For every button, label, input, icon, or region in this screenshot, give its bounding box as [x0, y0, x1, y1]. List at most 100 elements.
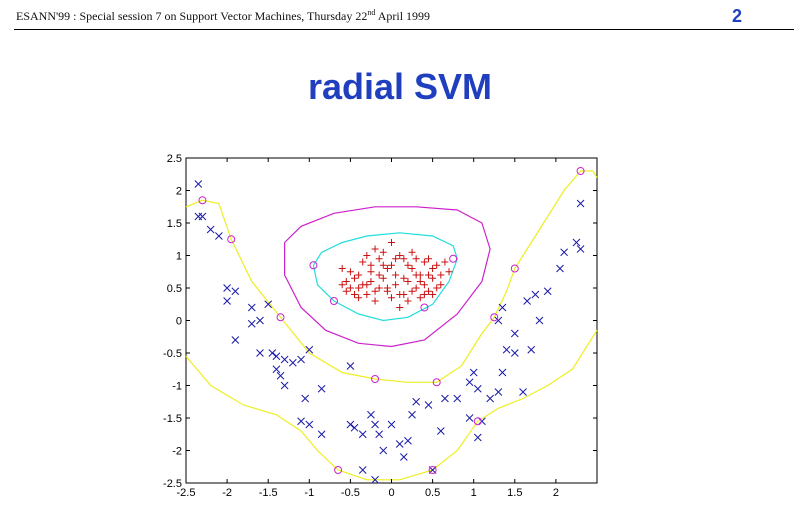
- y-tick-label: 2: [176, 186, 182, 198]
- plus-point: [433, 261, 441, 269]
- plus-point: [437, 271, 445, 279]
- cross-point: [367, 410, 375, 419]
- cross-point: [346, 420, 355, 429]
- page-title: radial SVM: [307, 66, 493, 107]
- plus-point: [420, 258, 428, 266]
- cross-point: [280, 355, 289, 364]
- plus-point: [375, 255, 383, 263]
- cross-point: [375, 430, 384, 439]
- cross-point: [297, 355, 305, 364]
- cross-point: [194, 180, 203, 188]
- plus-point: [388, 294, 395, 302]
- cross-point: [289, 358, 297, 367]
- cross-point: [556, 264, 564, 273]
- y-tick-label: -2: [172, 446, 182, 458]
- y-tick-label: -0.5: [163, 348, 182, 360]
- support-vector-circle: [449, 254, 458, 263]
- header-text-end: April 1999: [375, 9, 431, 23]
- plus-point: [367, 261, 375, 269]
- contour-inner: [312, 232, 458, 322]
- cross-point: [247, 303, 256, 312]
- cross-point: [576, 199, 585, 208]
- plus-point: [396, 304, 404, 311]
- plus-point: [346, 268, 354, 276]
- cross-point: [424, 401, 433, 409]
- cross-point: [498, 368, 507, 377]
- y-tick-label: 0: [176, 316, 182, 328]
- plus-point: [367, 268, 375, 276]
- cross-point: [198, 212, 207, 221]
- cross-point: [317, 430, 326, 439]
- plus-point: [338, 281, 346, 289]
- support-vector-circle: [510, 264, 519, 273]
- cross-point: [527, 345, 536, 354]
- cross-point: [206, 225, 215, 234]
- plus-point: [400, 255, 408, 263]
- plus-point: [429, 274, 437, 282]
- y-tick-label: 2.5: [167, 153, 182, 165]
- support-vector-circle: [227, 235, 236, 244]
- x-tick-label: 2: [553, 487, 559, 499]
- cross-point: [358, 466, 367, 474]
- y-tick-label: -1: [172, 381, 182, 393]
- y-tick-label: -1.5: [163, 413, 182, 425]
- cross-point: [453, 394, 462, 403]
- support-vector-circle: [576, 167, 585, 175]
- plus-point: [429, 265, 437, 272]
- cross-point: [256, 316, 264, 325]
- plus-point: [383, 287, 391, 295]
- cross-point: [494, 316, 503, 325]
- cross-point: [276, 371, 285, 380]
- plus-point: [338, 265, 346, 272]
- plus-point: [392, 271, 400, 279]
- cross-point: [223, 284, 231, 292]
- y-tick-label: 1.5: [167, 218, 182, 230]
- plus-point: [400, 291, 408, 298]
- cross-point: [531, 290, 540, 299]
- x-tick-label: 0.5: [425, 487, 440, 499]
- x-tick-label: -1.5: [259, 487, 278, 499]
- plus-point: [400, 274, 408, 282]
- x-tick-label: 0: [388, 487, 394, 499]
- plus-point: [363, 291, 371, 298]
- plus-point: [371, 297, 379, 305]
- support-vector-circle: [473, 417, 482, 426]
- plus-point: [412, 255, 420, 263]
- contour-lines: [185, 170, 598, 481]
- cross-point: [305, 420, 314, 429]
- cross-point: [478, 417, 486, 426]
- support-vector-circle: [371, 375, 380, 383]
- x-tick-label: 1.5: [507, 487, 522, 499]
- y-tick-label: 1: [176, 251, 182, 263]
- plus-point: [359, 281, 367, 289]
- plus-point: [379, 261, 387, 269]
- cross-point: [231, 336, 240, 344]
- cross-point: [379, 446, 388, 455]
- page-number: 2: [731, 6, 742, 26]
- cross-point: [498, 303, 507, 312]
- support-vector-circle: [428, 466, 437, 474]
- cross-point: [371, 475, 379, 484]
- plus-point: [355, 284, 363, 292]
- cross-point: [264, 300, 273, 309]
- plus-point: [342, 278, 350, 285]
- cross-point: [572, 238, 581, 247]
- contour-outer: [284, 206, 491, 348]
- cross-point: [465, 414, 474, 422]
- cross-point: [371, 420, 379, 429]
- plus-point: [388, 239, 395, 246]
- plus-point: [375, 284, 383, 292]
- support-vector-circle: [329, 297, 338, 305]
- plus-point: [396, 252, 404, 259]
- cross-point: [441, 394, 449, 403]
- cross-point: [223, 297, 231, 305]
- cross-point: [346, 362, 355, 370]
- support-vector-circle: [490, 313, 499, 322]
- cross-point: [473, 384, 482, 393]
- cross-point: [256, 349, 264, 357]
- cross-point: [215, 232, 223, 240]
- plus-point: [404, 261, 412, 269]
- cross-point: [436, 427, 445, 435]
- plus-point: [351, 274, 359, 282]
